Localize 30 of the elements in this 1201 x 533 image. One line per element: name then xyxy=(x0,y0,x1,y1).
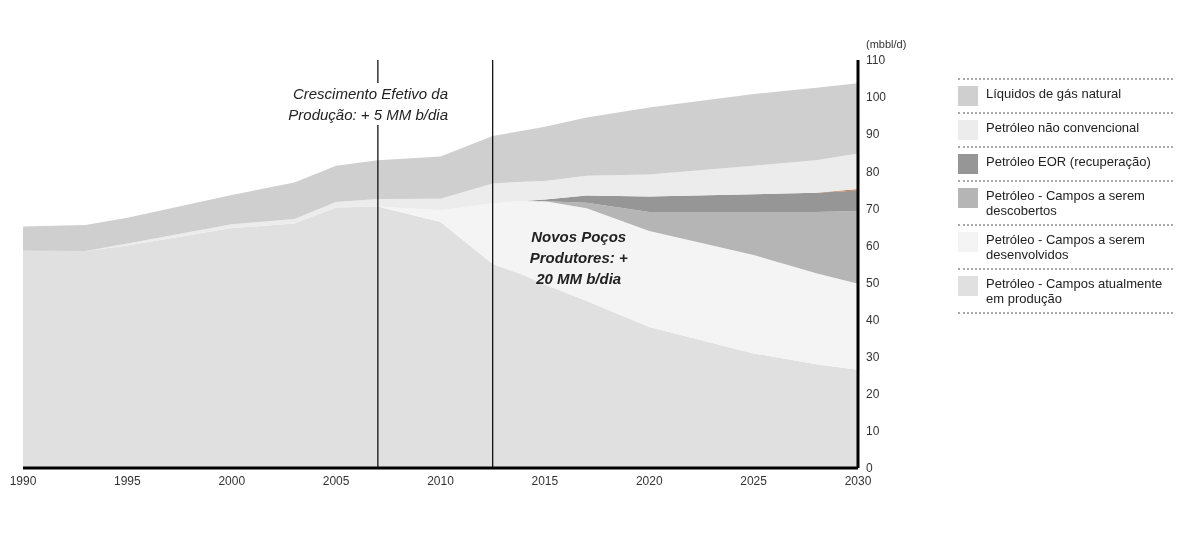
y-tick-label: 40 xyxy=(866,312,880,327)
x-tick-label: 2025 xyxy=(740,473,768,488)
y-tick-label: 70 xyxy=(866,201,880,216)
x-tick-label: 2015 xyxy=(531,473,559,488)
x-tick-label: 2030 xyxy=(844,473,872,488)
x-tick-label: 2010 xyxy=(427,473,455,488)
x-tick-label: 2000 xyxy=(218,473,246,488)
y-tick-label: 50 xyxy=(866,275,880,290)
y-tick-label: 100 xyxy=(866,90,887,105)
y-axis-title: (mbbl/d) xyxy=(866,38,907,50)
legend-label: Petróleo EOR (recuperação) xyxy=(986,154,1151,169)
annotation: Crescimento Efetivo da Produção: + 5 MM b/dia xyxy=(248,83,448,125)
annotation: Novos Poços Produtores: + 20 MM b/dia xyxy=(528,226,629,289)
legend-label: Petróleo - Campos atualmente em produção xyxy=(986,276,1164,306)
legend-label: Petróleo - Campos a serem desenvolvidos xyxy=(986,232,1146,262)
legend-label: Líquidos de gás natural xyxy=(986,86,1122,101)
y-tick-label: 30 xyxy=(866,349,880,364)
y-tick-label: 110 xyxy=(866,53,886,68)
x-tick-label: 2005 xyxy=(322,473,350,488)
y-tick-label: 20 xyxy=(866,387,880,402)
y-tick-label: 10 xyxy=(866,424,880,439)
y-tick-label: 0 xyxy=(866,461,873,476)
x-tick-label: 1990 xyxy=(9,473,37,488)
x-tick-label: 2020 xyxy=(635,473,663,488)
y-tick-label: 60 xyxy=(866,238,880,253)
y-tick-label: 90 xyxy=(866,127,880,142)
x-tick-label: 1995 xyxy=(114,473,142,488)
y-tick-label: 80 xyxy=(866,164,880,179)
legend-label: Petróleo - Campos a serem descobertos xyxy=(986,188,1146,218)
legend-label: Petróleo não convencional xyxy=(986,120,1140,135)
